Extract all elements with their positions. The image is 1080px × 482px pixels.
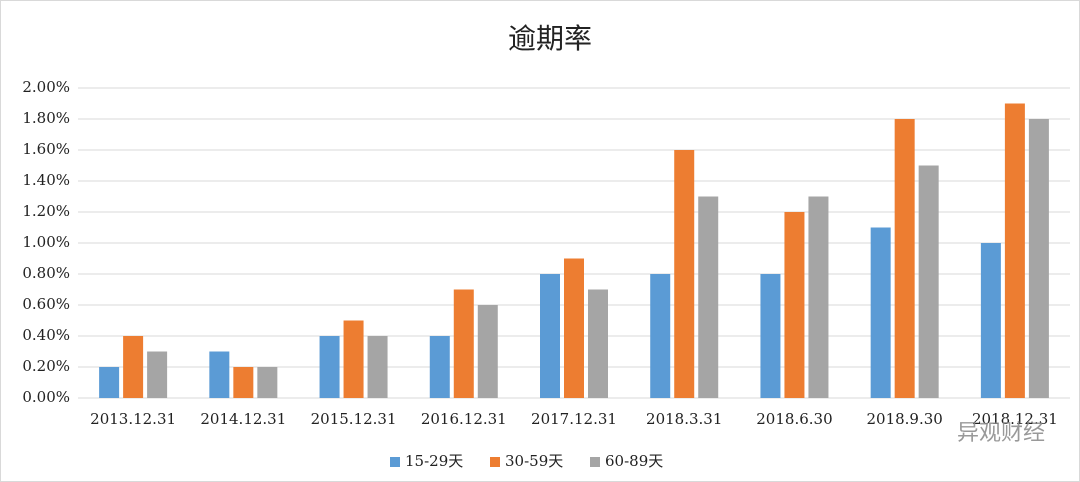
y-tick-label: 0.40% [22,326,70,344]
bar [453,289,474,398]
bar [477,305,498,398]
y-tick-label: 1.40% [22,171,70,189]
y-tick-label: 0.80% [22,264,70,282]
bar [367,336,388,398]
bar [894,119,915,398]
bar [123,336,144,398]
bar [698,196,719,398]
x-tick-label: 2017.12.31 [531,410,617,428]
bar [319,336,340,398]
x-tick-label: 2018.3.31 [646,410,722,428]
bar [980,243,1001,398]
y-tick-label: 2.00% [22,78,70,96]
y-tick-label: 1.80% [22,109,70,127]
bar [650,274,671,398]
bar [564,258,584,398]
x-tick-label: 2018.6.30 [756,410,832,428]
bar [918,165,939,398]
y-tick-label: 1.00% [22,233,70,251]
y-tick-label: 0.60% [22,295,70,313]
bar [588,289,608,398]
y-tick-label: 0.20% [22,357,70,375]
legend-label: 15-29天 [405,452,463,470]
bar [674,150,695,398]
x-tick-label: 2013.12.31 [90,410,176,428]
watermark: 异观财经 [957,421,1045,446]
legend-swatch [490,457,500,467]
bar [99,367,120,398]
y-tick-label: 1.60% [22,140,70,158]
bar [540,274,560,398]
bar [784,212,805,398]
x-tick-label: 2015.12.31 [311,410,397,428]
bar [209,351,230,398]
legend-label: 30-59天 [505,452,563,470]
bar [233,367,254,398]
chart-title: 逾期率 [508,22,592,55]
legend-label: 60-89天 [605,452,663,470]
x-tick-label: 2014.12.31 [200,410,286,428]
legend-swatch [590,457,600,467]
legend-swatch [390,457,400,467]
y-tick-label: 1.20% [22,202,70,220]
bar [429,336,450,398]
bar [760,274,781,398]
x-tick-label: 2018.12.31 [972,410,1058,428]
y-tick-label: 0.00% [22,388,70,406]
x-tick-label: 2016.12.31 [421,410,507,428]
bar [257,367,278,398]
bar [1028,119,1049,398]
bar [870,227,891,398]
bar [808,196,829,398]
bar [343,320,364,398]
bar [1004,103,1025,398]
x-tick-label: 2018.9.30 [866,410,942,428]
bar [147,351,168,398]
